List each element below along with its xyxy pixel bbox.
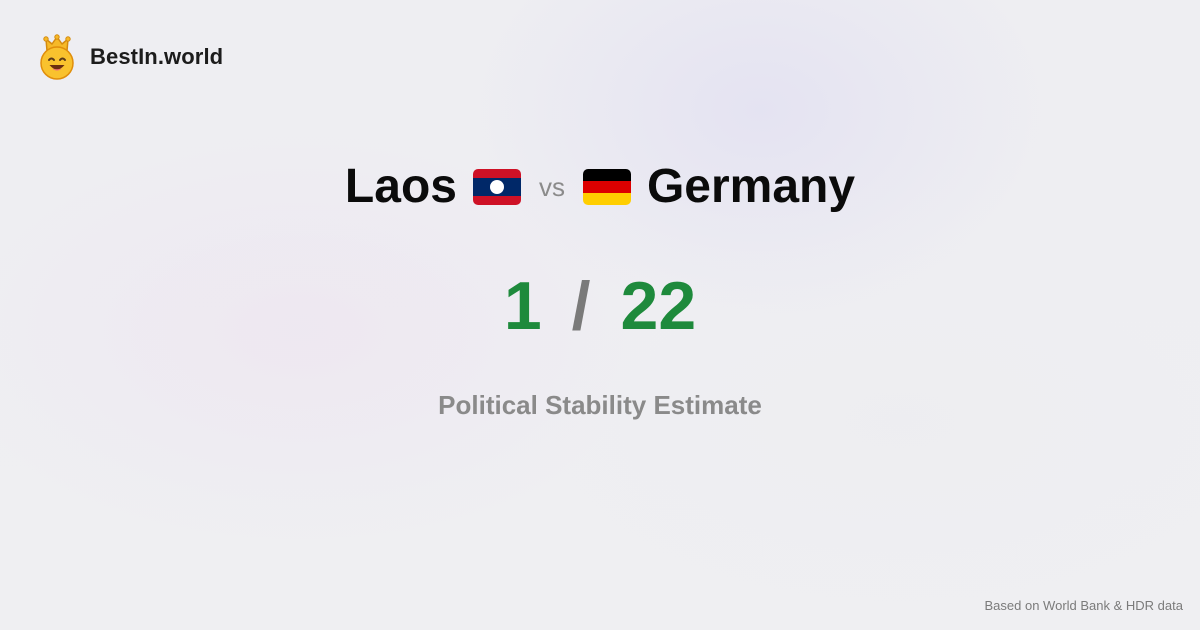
crowned-smiley-icon [40, 34, 74, 80]
score-separator: / [571, 268, 591, 344]
left-score: 1 [503, 268, 542, 344]
left-country-name: Laos [344, 160, 457, 213]
metric-label: Political Stability Estimate [438, 390, 762, 420]
brand-header[interactable]: BestIn.world [38, 34, 223, 80]
right-score: 22 [620, 268, 697, 344]
brand-name: BestIn.world [90, 44, 224, 69]
data-source-note: Based on World Bank & HDR data [984, 598, 1183, 613]
vs-label: vs [538, 171, 565, 202]
right-country-name: Germany [646, 160, 856, 213]
laos-flag-icon [472, 169, 521, 205]
germany-flag-icon [582, 169, 631, 205]
comparison-title: Laos vs Germany [0, 157, 1200, 217]
score-row: 1 / 22 [0, 266, 1200, 346]
